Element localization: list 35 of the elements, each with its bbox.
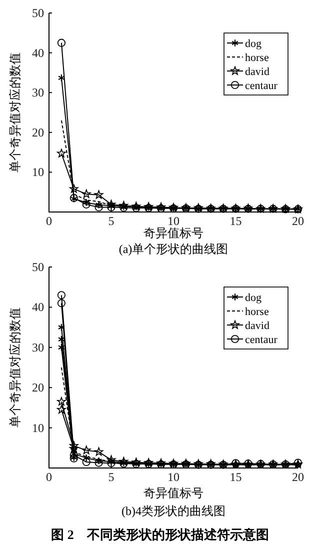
text: (a)单个形状的曲线图 [118, 242, 228, 256]
legend-label: david [245, 320, 270, 332]
x-tick-label: 15 [230, 214, 242, 228]
text: (b)4类形状的曲线图 [122, 504, 226, 518]
x-axis-title: 奇异值标号 [144, 486, 204, 500]
x-tick-label: 0 [46, 214, 52, 228]
y-tick-label: 30 [32, 86, 44, 100]
x-tick-label: 5 [108, 214, 114, 228]
y-tick-label: 40 [32, 46, 44, 60]
x-tick-label: 5 [108, 470, 114, 484]
y-tick-label: 50 [32, 260, 44, 274]
x-tick-label: 15 [230, 470, 242, 484]
legend-label: horse [245, 306, 269, 318]
x-tick-label: 10 [168, 470, 180, 484]
y-axis-title: 单个奇异值对应的数值 [8, 308, 22, 428]
y-tick-label: 50 [32, 6, 44, 20]
y-axis-title: 单个奇异值对应的数值 [8, 52, 22, 172]
legend-label: david [245, 66, 270, 78]
x-tick-label: 0 [46, 470, 52, 484]
legend-label: dog [245, 292, 262, 304]
y-tick-label: 40 [32, 300, 44, 314]
x-tick-label: 20 [292, 214, 304, 228]
x-axis-title: 奇异值标号 [144, 226, 204, 240]
y-tick-label: 20 [32, 125, 44, 140]
legend-label: horse [245, 52, 269, 64]
y-tick-label: 10 [32, 165, 44, 180]
caption: 图 2 不同类形状的形状描述符示意图 [51, 527, 269, 542]
x-tick-label: 10 [168, 214, 180, 228]
y-tick-label: 10 [32, 420, 44, 435]
x-tick-label: 20 [292, 470, 304, 484]
legend-label: centaur [245, 334, 278, 346]
legend-label: dog [245, 38, 262, 50]
y-tick-label: 20 [32, 380, 44, 395]
legend-label: centaur [245, 80, 278, 92]
y-tick-label: 30 [32, 340, 44, 354]
